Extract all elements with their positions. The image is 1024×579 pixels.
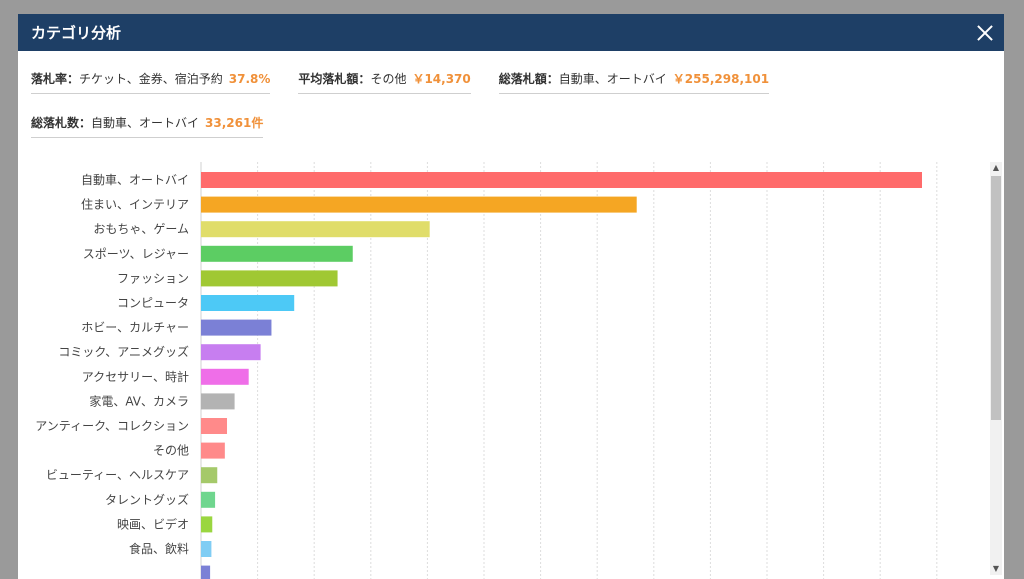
bar[interactable] <box>201 270 338 287</box>
category-label: おもちゃ、ゲーム <box>93 222 189 236</box>
bar[interactable] <box>201 565 211 579</box>
stat-value: 33,261件 <box>205 116 264 130</box>
category-label: その他 <box>153 444 189 458</box>
category-label: アクセサリー、時計 <box>82 369 189 384</box>
close-icon[interactable] <box>974 22 996 44</box>
category-label: ホビー、カルチャー <box>81 321 189 335</box>
bar[interactable] <box>201 344 261 361</box>
scroll-up-icon[interactable]: ▲ <box>992 163 1000 172</box>
category-label: コンピュータ <box>117 296 189 310</box>
category-label: 食品、飲料 <box>129 541 189 556</box>
stat-category: チケット、金券、宿泊予約 <box>79 72 223 86</box>
bar[interactable] <box>201 245 353 262</box>
stat-win-rate: 落札率：チケット、金券、宿泊予約 37.8% <box>31 70 271 94</box>
category-label: 家電、AV、カメラ <box>89 393 189 408</box>
stat-category: その他 <box>370 72 407 86</box>
category-label: ビューティー、ヘルスケア <box>46 468 189 482</box>
scrollbar[interactable]: ▲ ▼ <box>990 162 1002 575</box>
category-label: スポーツ、レジャー <box>83 247 189 261</box>
stats-row-2: 総落札数：自動車、オートバイ 33,261件 <box>31 114 991 138</box>
bar[interactable] <box>201 368 249 385</box>
bar[interactable] <box>201 393 235 410</box>
scroll-down-icon[interactable]: ▼ <box>992 564 1000 573</box>
stat-total-count: 総落札数：自動車、オートバイ 33,261件 <box>31 114 264 138</box>
stat-category: 自動車、オートバイ <box>558 72 667 86</box>
bar[interactable] <box>201 221 430 238</box>
stat-label: 平均落札額： <box>298 72 371 86</box>
dialog-title: カテゴリ分析 <box>31 24 122 42</box>
bar[interactable] <box>201 516 213 533</box>
bar[interactable] <box>201 418 228 434</box>
dialog-header: カテゴリ分析 <box>18 14 1004 51</box>
category-label: ファッション <box>117 271 189 285</box>
bar[interactable] <box>201 295 295 311</box>
bar[interactable] <box>201 541 212 557</box>
category-label: 自動車、オートバイ <box>81 173 189 187</box>
stat-category: 自動車、オートバイ <box>91 116 200 130</box>
scroll-thumb[interactable] <box>991 176 1001 420</box>
category-label: コミック、アニメグッズ <box>58 344 189 359</box>
stats-panel: 落札率：チケット、金券、宿泊予約 37.8% 平均落札額：その他 ￥14,370 総… <box>31 70 991 158</box>
stat-average-price: 平均落札額：その他 ￥14,370 <box>298 70 471 94</box>
bar[interactable] <box>201 172 922 188</box>
category-analysis-dialog: カテゴリ分析 落札率：チケット、金券、宿泊予約 37.8% 平均落札額：その他 ￥1… <box>18 14 1004 579</box>
category-label: タレントグッズ <box>105 492 189 507</box>
stat-value: ￥14,370 <box>412 72 471 86</box>
stats-row-1: 落札率：チケット、金券、宿泊予約 37.8% 平均落札額：その他 ￥14,370 総… <box>31 70 991 94</box>
stat-label: 総落札数： <box>31 116 92 130</box>
stat-value: 37.8% <box>228 72 271 86</box>
category-label: 映画、ビデオ <box>117 516 189 531</box>
category-label: アンティーク、コレクション <box>35 419 189 433</box>
bar[interactable] <box>201 467 218 484</box>
stat-label: 落札率： <box>31 72 80 86</box>
stat-value: ￥255,298,101 <box>672 72 770 86</box>
stat-label: 総落札額： <box>498 72 559 86</box>
chart-area: 自動車、オートバイ 住まい、インテリアおもちゃ、ゲームスポーツ、レジャーファッショ… <box>18 160 1004 579</box>
category-bar-chart: 自動車、オートバイ住まい、インテリアおもちゃ、ゲームスポーツ、レジャーファッショ… <box>35 162 938 579</box>
bar[interactable] <box>201 491 216 508</box>
bar[interactable] <box>201 196 637 213</box>
bar[interactable] <box>201 319 272 336</box>
category-label: 住まい、インテリア <box>81 198 189 212</box>
stat-total-amount: 総落札額：自動車、オートバイ ￥255,298,101 <box>498 70 770 94</box>
bar[interactable] <box>201 442 225 459</box>
